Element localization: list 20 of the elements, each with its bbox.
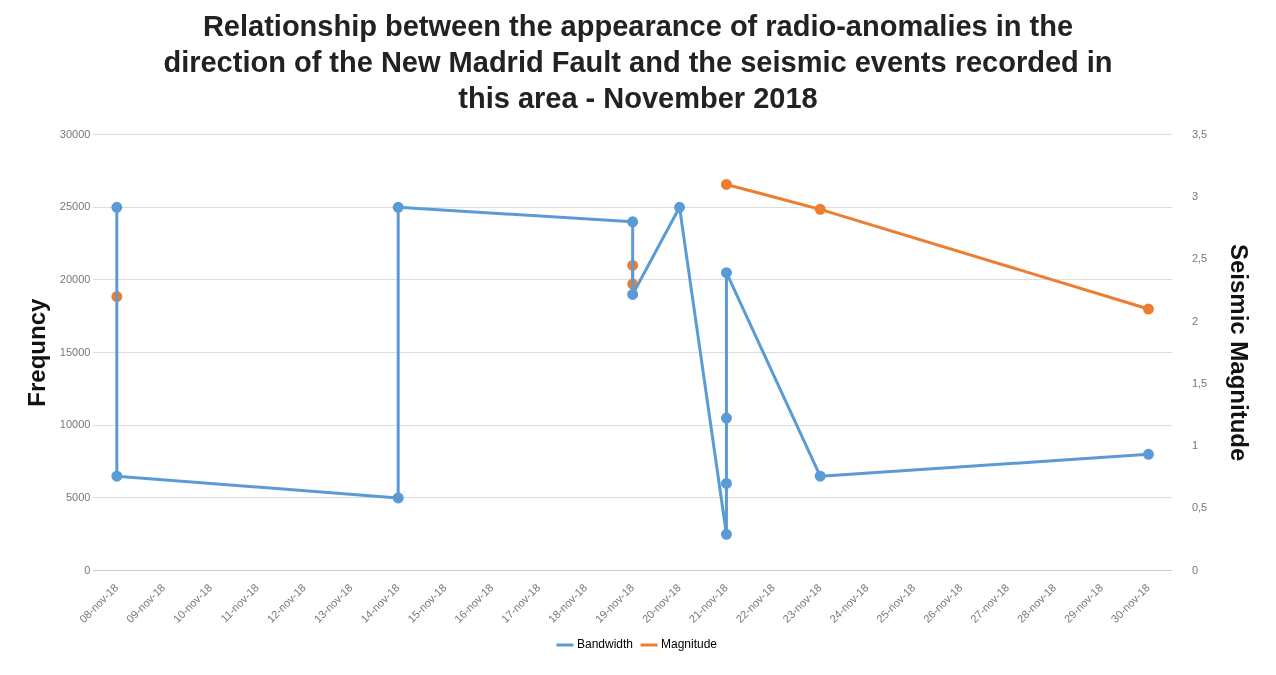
legend-label: Bandwidth (576, 637, 634, 652)
chart-title: Relationship between the appearance of radio-anomalies in the direction of the New Madrid Fault and the seismic events recorded in this area - November 2018 (162, 9, 1114, 116)
y2-axis-title: Seismic Magnitude (1225, 243, 1253, 462)
y2-tick-label: 1 (1191, 439, 1199, 452)
y2-tick-label: 3 (1191, 189, 1199, 202)
y2-tick-label: 0,5 (1191, 501, 1208, 514)
y-axis-title: Frequncy (23, 297, 51, 407)
y-tick-label: 25000 (59, 200, 91, 213)
legend-label: Magnitude (661, 637, 718, 652)
y2-tick-label: 3,5 (1191, 127, 1208, 140)
y-tick-label: 10000 (59, 418, 91, 431)
y2-tick-label: 2 (1191, 314, 1199, 327)
y-tick-label: 0 (84, 563, 91, 576)
y-tick-label: 15000 (59, 345, 91, 358)
y2-tick-label: 2,5 (1191, 252, 1208, 265)
y-tick-label: 30000 (59, 127, 91, 140)
y-tick-label: 5000 (65, 491, 91, 503)
y-tick-label: 20000 (59, 272, 91, 285)
y2-tick-label: 1,5 (1191, 376, 1208, 389)
y2-tick-label: 0 (1191, 563, 1199, 576)
